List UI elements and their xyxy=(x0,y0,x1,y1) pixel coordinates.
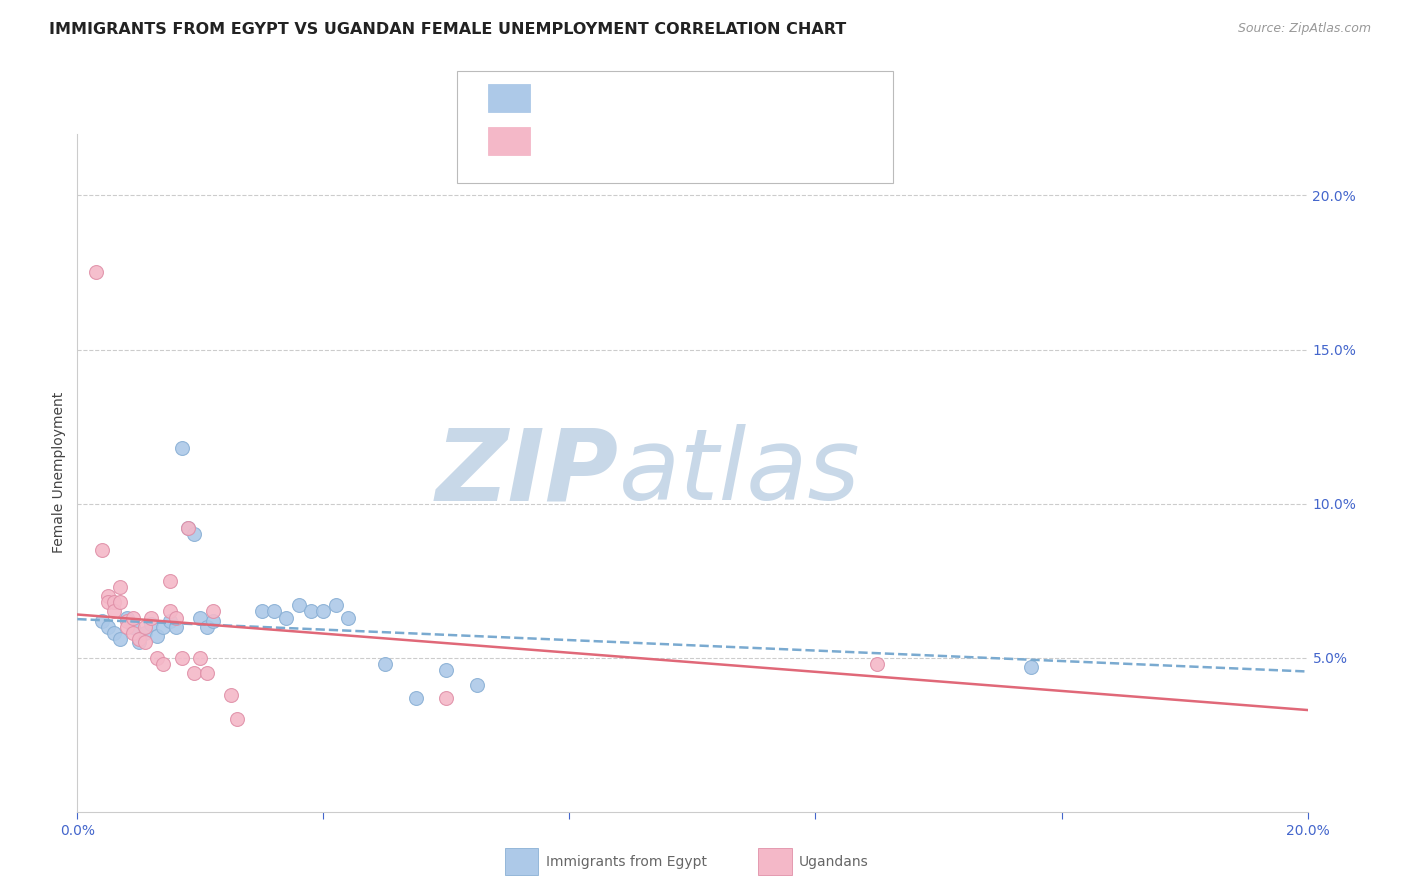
Point xyxy=(276,610,298,624)
Point xyxy=(110,595,132,609)
Point xyxy=(152,620,174,634)
Point xyxy=(170,441,193,455)
Point xyxy=(226,712,249,726)
Point xyxy=(312,604,335,618)
Point xyxy=(146,629,169,643)
Text: Ugandans: Ugandans xyxy=(799,855,869,869)
Text: atlas: atlas xyxy=(619,425,860,521)
Point xyxy=(134,620,156,634)
Point xyxy=(201,604,224,618)
Point xyxy=(159,604,181,618)
Point xyxy=(159,614,181,628)
Point xyxy=(121,620,143,634)
Point xyxy=(110,632,132,647)
Point xyxy=(177,521,200,535)
Point xyxy=(263,604,285,618)
Point xyxy=(97,595,120,609)
Point xyxy=(250,604,273,618)
Point xyxy=(97,620,120,634)
Point xyxy=(374,657,396,671)
Point xyxy=(177,521,200,535)
Point xyxy=(97,589,120,603)
Point xyxy=(405,690,427,705)
Text: IMMIGRANTS FROM EGYPT VS UGANDAN FEMALE UNEMPLOYMENT CORRELATION CHART: IMMIGRANTS FROM EGYPT VS UGANDAN FEMALE … xyxy=(49,22,846,37)
Point xyxy=(90,614,114,628)
Point xyxy=(188,650,212,665)
Point xyxy=(183,527,205,541)
Point xyxy=(115,620,138,634)
Y-axis label: Female Unemployment: Female Unemployment xyxy=(52,392,66,553)
Point xyxy=(128,635,150,649)
Text: Source: ZipAtlas.com: Source: ZipAtlas.com xyxy=(1237,22,1371,36)
Point xyxy=(465,678,488,692)
Point xyxy=(1019,660,1042,674)
Point xyxy=(146,650,169,665)
Point xyxy=(141,610,163,624)
Point xyxy=(165,610,187,624)
Point xyxy=(84,265,107,279)
Point xyxy=(299,604,322,618)
Point xyxy=(134,626,156,640)
Point xyxy=(165,620,187,634)
Point xyxy=(170,650,193,665)
Point xyxy=(183,666,205,681)
Point xyxy=(219,688,242,702)
Point xyxy=(121,626,143,640)
Point xyxy=(436,663,458,677)
Point xyxy=(337,610,360,624)
Point xyxy=(195,666,218,681)
Point xyxy=(90,542,114,557)
Text: R = -0.142: R = -0.142 xyxy=(540,91,621,105)
Point xyxy=(134,635,156,649)
Point xyxy=(188,610,212,624)
Text: R = -0.139: R = -0.139 xyxy=(540,134,621,148)
Point xyxy=(141,616,163,631)
Point xyxy=(325,599,347,613)
Text: ZIP: ZIP xyxy=(436,425,619,521)
Point xyxy=(103,595,125,609)
Point xyxy=(115,614,138,628)
Point xyxy=(288,599,311,613)
Point xyxy=(152,657,174,671)
Point xyxy=(436,690,458,705)
Point xyxy=(121,610,143,624)
Point xyxy=(201,614,224,628)
Text: N = 32: N = 32 xyxy=(724,91,782,105)
Text: N = 31: N = 31 xyxy=(724,134,782,148)
Point xyxy=(866,657,889,671)
Point xyxy=(103,626,125,640)
Point xyxy=(110,580,132,594)
Point xyxy=(128,632,150,647)
Point xyxy=(159,574,181,588)
Text: Immigrants from Egypt: Immigrants from Egypt xyxy=(546,855,707,869)
Point xyxy=(115,610,138,624)
Point xyxy=(103,604,125,618)
Point xyxy=(195,620,218,634)
